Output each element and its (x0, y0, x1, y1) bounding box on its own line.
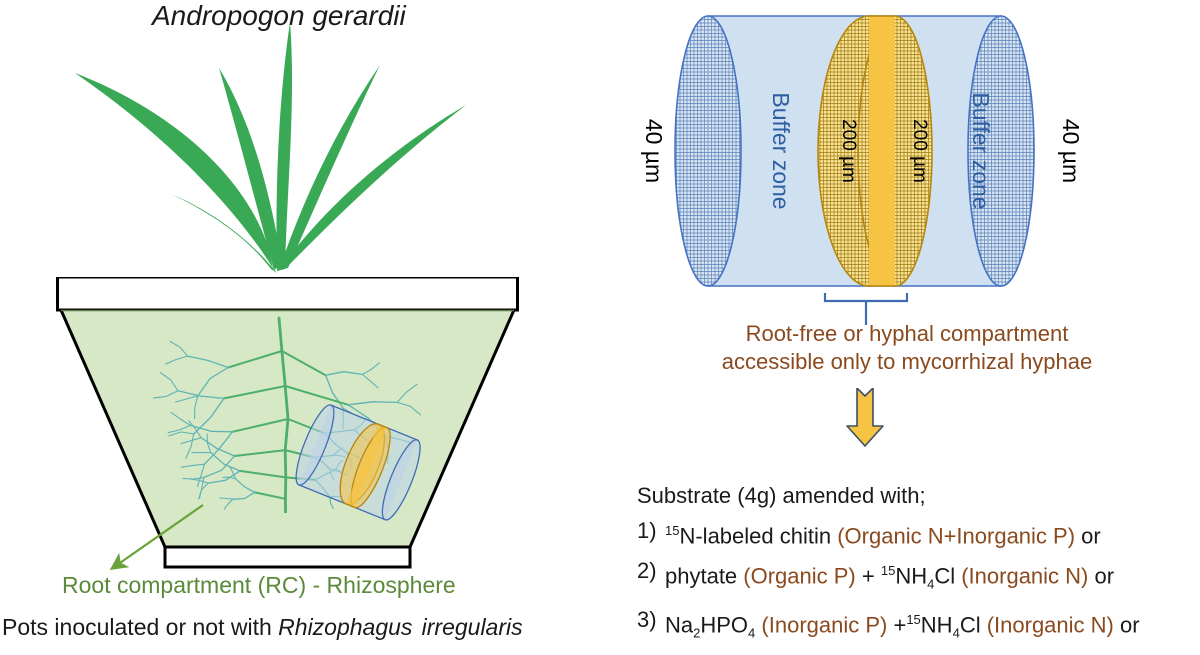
svg-text:200 µm: 200 µm (909, 119, 930, 183)
svg-text:Buffer zone: Buffer zone (768, 92, 794, 209)
svg-text:Buffer zone: Buffer zone (968, 92, 994, 209)
svg-text:40 µm: 40 µm (641, 119, 667, 183)
svg-text:40 µm: 40 µm (1058, 119, 1084, 183)
svg-text:200 µm: 200 µm (838, 119, 859, 183)
